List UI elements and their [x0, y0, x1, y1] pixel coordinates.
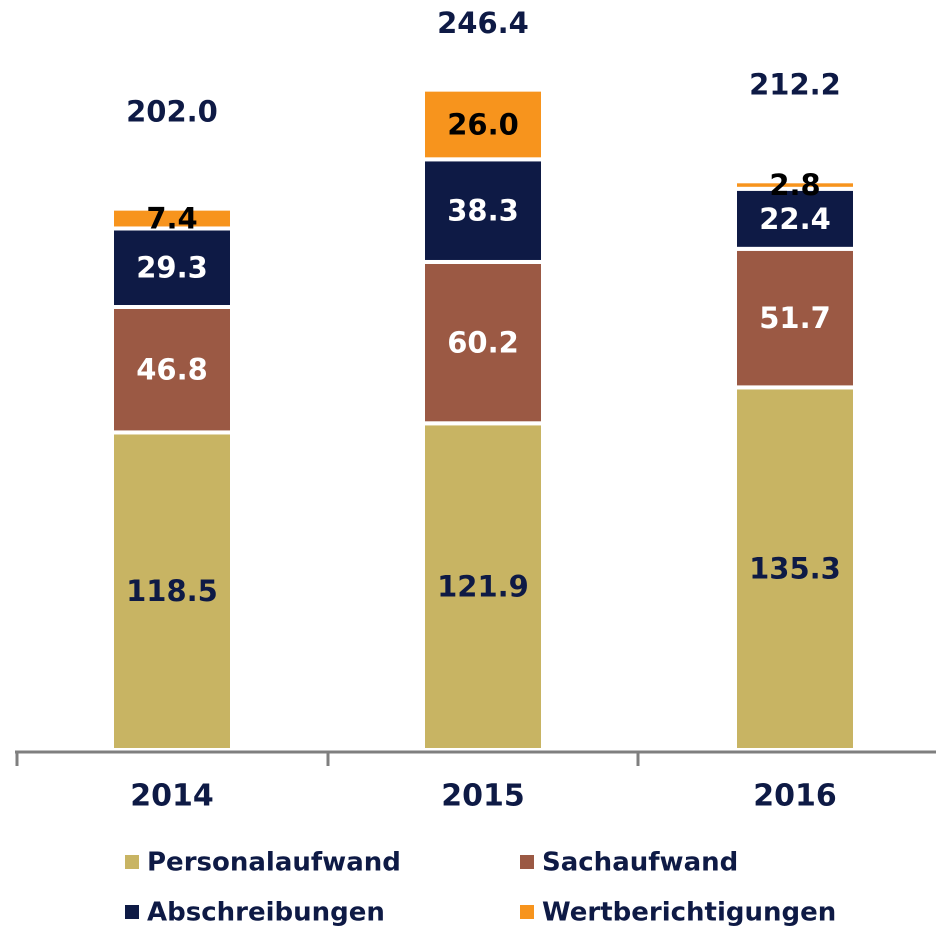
bar-segment — [421, 157, 545, 264]
x-tick-label: 2016 — [753, 779, 837, 814]
bar-segment — [110, 206, 234, 231]
data-label: 46.8 — [136, 353, 208, 387]
data-label: 7.4 — [146, 202, 197, 236]
bar-segment — [733, 385, 857, 752]
legend-label: Sachaufwand — [542, 848, 738, 878]
legend-swatch — [125, 905, 139, 919]
legend-swatch — [520, 855, 534, 869]
x-tick-label: 2014 — [130, 779, 214, 814]
bar-segment — [110, 304, 234, 435]
legend-swatch — [520, 905, 534, 919]
legend-swatch — [125, 855, 139, 869]
data-label: 60.2 — [447, 326, 519, 360]
data-label: 38.3 — [447, 194, 519, 228]
data-label: 118.5 — [126, 574, 218, 608]
bar-segment — [733, 179, 857, 191]
bar-segment — [733, 246, 857, 390]
total-label: 212.2 — [749, 67, 841, 101]
legend-label: Wertberichtigungen — [542, 898, 836, 928]
data-label: 135.3 — [749, 552, 841, 586]
x-tick-label: 2015 — [441, 779, 525, 814]
total-label: 202.0 — [126, 95, 218, 129]
data-label: 121.9 — [437, 570, 529, 604]
bar-segment — [421, 87, 545, 162]
legend-label: Abschreibungen — [147, 898, 385, 928]
data-label: 29.3 — [136, 251, 208, 285]
bar-segment — [110, 430, 234, 752]
data-label: 22.4 — [759, 202, 831, 236]
legend-label: Personalaufwand — [147, 848, 401, 878]
data-label: 51.7 — [759, 301, 831, 335]
bar-segment — [421, 421, 545, 752]
data-label: 26.0 — [447, 107, 519, 141]
total-label: 246.4 — [437, 6, 529, 40]
data-label: 2.8 — [769, 168, 820, 202]
